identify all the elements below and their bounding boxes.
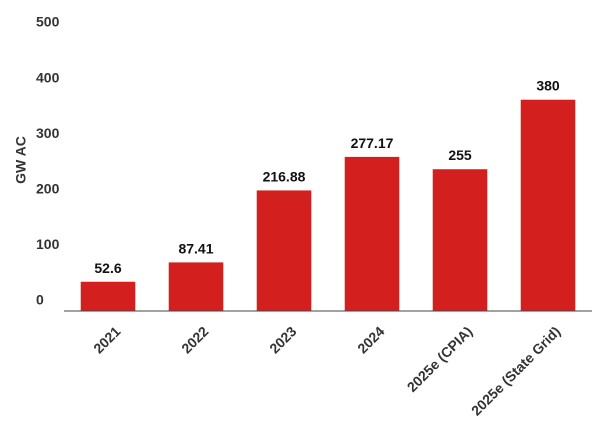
x-tick-label: 2021 — [90, 323, 123, 356]
bar — [256, 190, 312, 311]
y-tick-label: 100 — [36, 236, 60, 252]
x-tick-label: 2025e (State Grid) — [468, 323, 564, 419]
bar — [520, 99, 576, 311]
x-tick-label: 2022 — [178, 323, 211, 356]
bar — [344, 156, 400, 311]
y-tick-label: 500 — [36, 14, 60, 30]
bar — [168, 262, 224, 311]
data-label: 87.41 — [178, 240, 213, 256]
data-label: 277.17 — [351, 135, 394, 151]
y-tick-label: 200 — [36, 181, 60, 197]
bar — [80, 281, 136, 311]
bar — [432, 169, 488, 311]
x-tick-label: 2025e (CPIA) — [404, 323, 476, 395]
data-label: 380 — [536, 78, 560, 94]
data-label: 255 — [448, 147, 472, 163]
data-label: 52.6 — [94, 260, 121, 276]
y-tick-label: 0 — [36, 292, 44, 308]
data-label: 216.88 — [263, 168, 306, 184]
x-tick-label: 2024 — [354, 323, 387, 356]
y-tick-label: 400 — [36, 69, 60, 85]
y-axis-title: GW AC — [13, 136, 29, 184]
y-tick-label: 300 — [36, 125, 60, 141]
x-tick-label: 2023 — [266, 323, 299, 356]
